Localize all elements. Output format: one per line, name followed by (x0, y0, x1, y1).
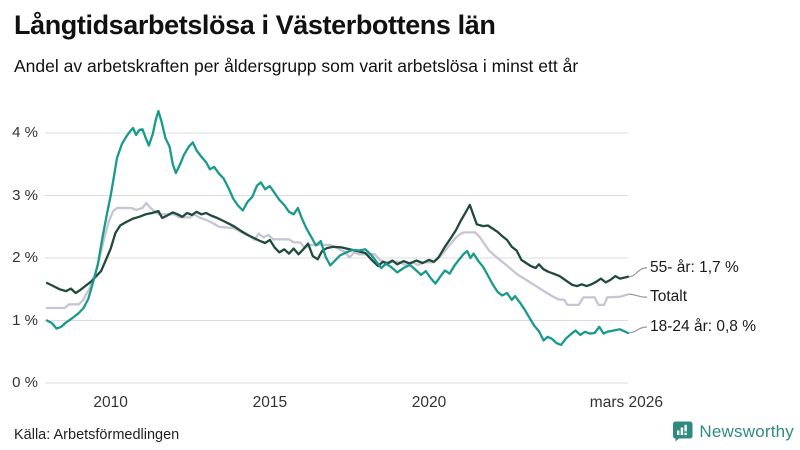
label-connector (628, 326, 648, 334)
y-axis-tick: 1 % (12, 311, 38, 329)
y-axis-tick: 4 % (12, 124, 38, 141)
label-connector (628, 293, 648, 298)
y-axis-tick: 3 % (12, 186, 38, 204)
series-line-1 (45, 203, 630, 295)
series-end-label-18-24: 18-24 år: 0,8 % (650, 318, 756, 335)
newsworthy-logo-icon (673, 421, 693, 442)
series-end-label-55: 55- år: 1,7 % (650, 258, 739, 276)
x-axis-tick: mars 2026 (589, 394, 664, 411)
newsworthy-logo-text: Newsworthy (699, 421, 794, 441)
series-line-2 (45, 109, 630, 347)
page-title: Långtidsarbetslösa i Västerbottens län (14, 10, 496, 40)
source-caption: Källa: Arbetsförmedlingen (14, 427, 180, 443)
x-axis-tick: 2010 (93, 394, 128, 411)
series-end-label-totalt: Totalt (650, 288, 688, 306)
label-connector (628, 267, 648, 278)
chart-subtitle: Andel av arbetskraften per åldersgrupp s… (14, 56, 579, 76)
x-axis-tick: 2020 (411, 394, 447, 411)
y-axis-tick: 0 % (12, 374, 38, 391)
y-axis-tick: 2 % (12, 249, 38, 266)
x-axis-tick: 2015 (252, 394, 288, 411)
newsworthy-logo: Newsworthy (672, 421, 794, 442)
